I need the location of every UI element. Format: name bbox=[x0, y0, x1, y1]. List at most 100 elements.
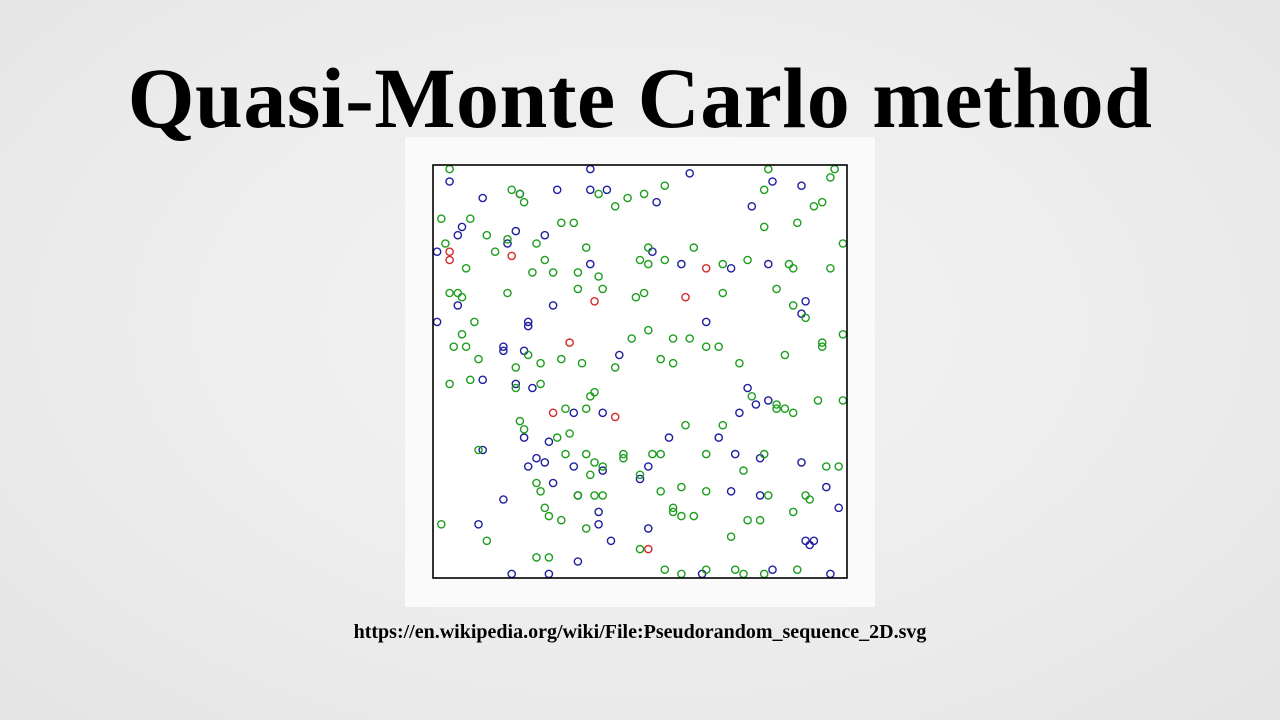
data-point bbox=[681, 420, 690, 430]
data-point bbox=[437, 519, 446, 529]
data-point bbox=[805, 495, 815, 504]
data-point bbox=[809, 202, 819, 211]
data-point bbox=[780, 350, 790, 360]
data-point bbox=[660, 181, 670, 191]
data-point bbox=[792, 565, 802, 575]
data-point bbox=[643, 462, 653, 471]
data-point bbox=[528, 383, 537, 393]
data-point bbox=[598, 462, 607, 471]
data-point bbox=[701, 264, 711, 273]
data-point bbox=[801, 296, 810, 306]
data-point bbox=[490, 247, 500, 256]
data-point bbox=[515, 189, 525, 199]
data-point bbox=[747, 391, 757, 401]
data-point bbox=[726, 264, 736, 273]
data-point bbox=[585, 391, 595, 401]
data-point bbox=[826, 264, 835, 273]
data-point bbox=[797, 458, 806, 467]
data-point bbox=[532, 553, 541, 562]
data-point bbox=[457, 222, 467, 232]
figure-card bbox=[405, 137, 875, 607]
data-point bbox=[780, 404, 790, 414]
data-point bbox=[581, 524, 591, 533]
data-point bbox=[540, 458, 550, 467]
data-point bbox=[561, 449, 570, 459]
data-point bbox=[461, 342, 471, 351]
data-point bbox=[610, 363, 620, 372]
data-point bbox=[474, 519, 483, 529]
data-point bbox=[532, 478, 541, 488]
data-point bbox=[544, 437, 554, 447]
data-point bbox=[639, 189, 649, 199]
data-point bbox=[660, 255, 670, 265]
data-point bbox=[768, 177, 777, 186]
data-point bbox=[635, 470, 645, 480]
data-point bbox=[677, 482, 686, 492]
data-point bbox=[755, 491, 765, 500]
data-point bbox=[685, 169, 695, 178]
data-point bbox=[631, 292, 641, 302]
data-point bbox=[445, 247, 454, 256]
data-point bbox=[602, 185, 612, 195]
data-point bbox=[470, 317, 479, 327]
data-point bbox=[714, 433, 724, 442]
data-point bbox=[763, 491, 773, 500]
data-point bbox=[499, 346, 508, 356]
data-point bbox=[511, 379, 521, 389]
data-point bbox=[437, 214, 446, 223]
data-point bbox=[755, 515, 765, 525]
data-point bbox=[532, 453, 541, 463]
data-point bbox=[610, 412, 620, 422]
data-point bbox=[813, 396, 823, 405]
data-point bbox=[461, 264, 471, 273]
data-point bbox=[532, 239, 541, 248]
data-point bbox=[536, 486, 545, 496]
data-point bbox=[441, 239, 450, 248]
data-point bbox=[656, 486, 665, 496]
data-point bbox=[548, 408, 558, 418]
data-point bbox=[585, 185, 595, 195]
data-point bbox=[817, 197, 827, 207]
data-point bbox=[689, 243, 699, 252]
data-point bbox=[664, 433, 674, 442]
data-point bbox=[788, 264, 798, 273]
data-point bbox=[590, 491, 599, 500]
data-point bbox=[751, 400, 761, 409]
data-point bbox=[482, 536, 492, 546]
data-point bbox=[556, 515, 566, 525]
data-point bbox=[763, 396, 773, 405]
data-point bbox=[523, 350, 533, 360]
data-point bbox=[817, 338, 827, 347]
data-point bbox=[718, 259, 728, 269]
data-point bbox=[474, 354, 483, 364]
data-point bbox=[544, 553, 554, 562]
data-point bbox=[565, 429, 574, 438]
data-point bbox=[714, 342, 724, 351]
data-point bbox=[519, 197, 529, 207]
data-point bbox=[581, 243, 591, 252]
series-2 bbox=[432, 164, 844, 579]
data-point bbox=[635, 255, 645, 265]
data-point bbox=[585, 470, 595, 480]
data-point bbox=[445, 379, 454, 389]
data-point bbox=[466, 214, 475, 223]
data-point bbox=[834, 462, 844, 471]
data-point bbox=[817, 342, 827, 351]
data-point bbox=[548, 268, 558, 277]
data-point bbox=[797, 181, 806, 191]
data-point bbox=[701, 317, 711, 327]
data-point bbox=[594, 519, 603, 529]
data-point bbox=[619, 449, 628, 459]
data-point bbox=[598, 284, 607, 294]
data-point bbox=[478, 193, 487, 203]
data-point bbox=[656, 354, 665, 364]
data-point bbox=[652, 197, 661, 207]
data-point bbox=[656, 449, 665, 459]
data-point bbox=[581, 404, 591, 414]
data-point bbox=[594, 189, 603, 199]
data-point bbox=[565, 338, 574, 347]
data-point bbox=[677, 259, 686, 269]
data-point bbox=[809, 536, 819, 546]
data-point bbox=[689, 511, 699, 521]
data-point bbox=[474, 445, 483, 455]
